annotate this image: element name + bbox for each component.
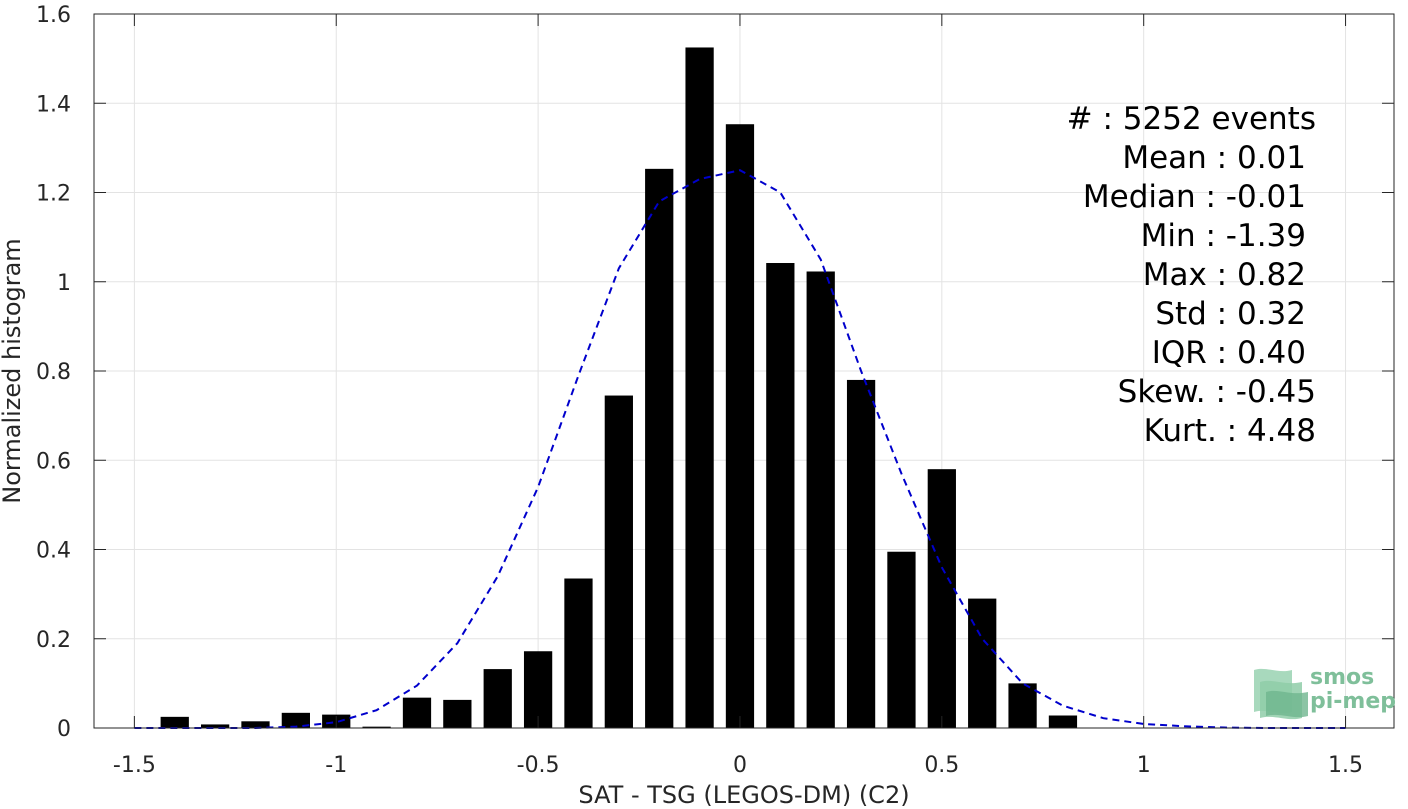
y-tick-label: 1: [57, 271, 71, 296]
histogram-bar: [362, 726, 391, 728]
stat-line: Std : 0.32: [1155, 296, 1306, 332]
x-tick-label: 1: [1137, 753, 1151, 778]
histogram-bar: [160, 716, 189, 728]
stat-line: Max : 0.82: [1143, 257, 1306, 293]
y-tick-label: 1.2: [36, 182, 71, 207]
y-tick-label: 0.6: [36, 449, 71, 474]
histogram-bars: [160, 47, 1078, 728]
logo-text-top: smos: [1310, 665, 1374, 690]
histogram-bar: [968, 598, 997, 728]
stat-line: IQR : 0.40: [1152, 335, 1306, 371]
stat-line: Median : -0.01: [1083, 179, 1306, 215]
stat-line: Mean : 0.01: [1122, 140, 1306, 176]
y-tick-label: 1.4: [36, 92, 71, 117]
histogram-bar: [402, 697, 432, 728]
histogram-bar: [564, 578, 593, 728]
histogram-bar: [1048, 715, 1078, 728]
y-tick-label: 0.8: [36, 360, 71, 385]
normal-fit-curve: [134, 169, 1346, 729]
histogram-bar: [927, 469, 956, 728]
x-tick-label: 0.5: [924, 753, 959, 778]
histogram-bar: [1008, 683, 1037, 728]
x-axis-ticks: -1.5 -1 -0.5 0 0.5 1 1.5: [113, 14, 1363, 778]
stat-line: # : 5252 events: [1067, 101, 1316, 137]
histogram-bar: [200, 724, 230, 728]
y-tick-label: 0.2: [36, 628, 71, 653]
histogram-bar: [604, 395, 633, 728]
y-tick-label: 1.6: [36, 3, 71, 28]
histogram-bar: [725, 124, 755, 728]
histogram-bar: [443, 699, 472, 728]
x-axis-label: SAT - TSG (LEGOS-DM) (C2): [578, 781, 909, 809]
histogram-bar: [241, 721, 270, 728]
histogram-bar: [846, 379, 876, 728]
x-tick-label: 0: [733, 753, 747, 778]
stat-line: Kurt. : 4.48: [1144, 413, 1316, 449]
histogram-bar: [766, 263, 795, 728]
stat-line: Skew. : -0.45: [1118, 374, 1316, 410]
logo-wave-icon-3: [1266, 690, 1308, 718]
histogram-bar: [483, 669, 512, 728]
histogram-bar: [281, 712, 310, 728]
x-tick-label: -1: [325, 753, 347, 778]
histogram-bar: [806, 271, 835, 728]
y-axis-label: Normalized histogram: [0, 238, 26, 503]
histogram-bar: [523, 651, 553, 728]
histogram-bar: [645, 168, 674, 728]
y-tick-label: 0.4: [36, 539, 71, 564]
logo-text-bottom: pi-mep: [1310, 689, 1396, 714]
y-tick-label: 0: [57, 717, 71, 742]
y-axis-ticks: 0 0.2 0.4 0.6 0.8 1 1.2 1.4 1.6: [36, 3, 1394, 742]
histogram-bar: [685, 47, 714, 728]
x-tick-label: 1.5: [1328, 753, 1363, 778]
histogram-bar: [887, 551, 916, 728]
smos-logo: smos pi-mep: [1254, 665, 1396, 720]
x-tick-label: -1.5: [113, 753, 156, 778]
stat-line: Min : -1.39: [1141, 218, 1306, 254]
x-tick-label: -0.5: [517, 753, 560, 778]
